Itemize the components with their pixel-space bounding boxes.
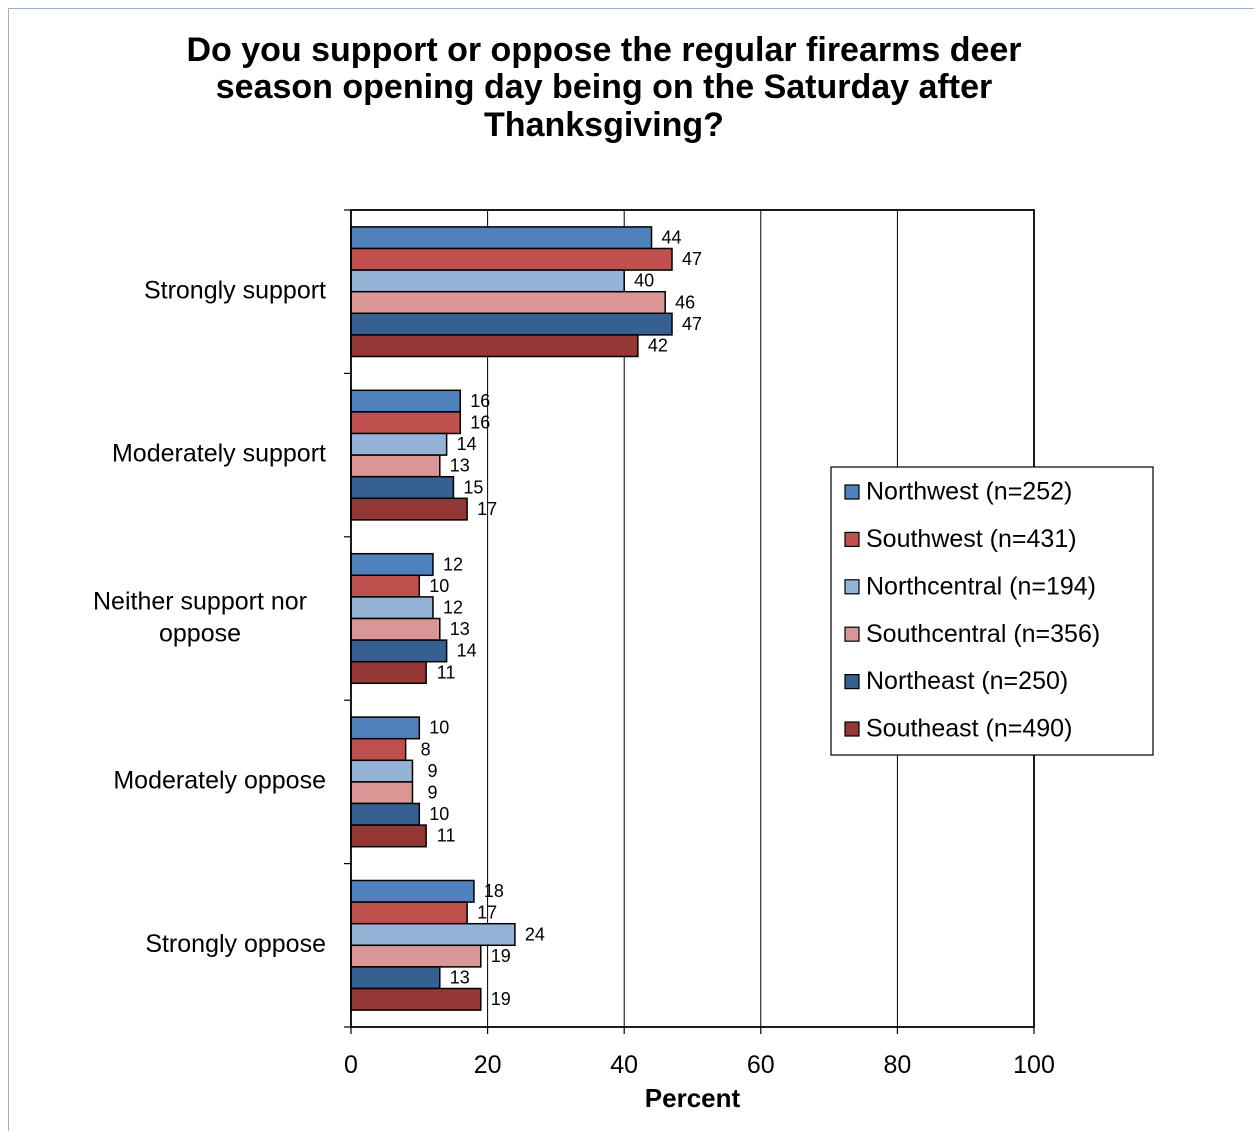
bar-0-4 [350,312,673,336]
legend-label-0: Northwest (n=252) [866,478,1072,506]
x-tick-label-3: 60 [747,1051,775,1079]
category-label-0: Strongly support [144,276,326,304]
bar-1-2 [350,432,448,456]
bar-0-5 [350,334,639,358]
data-label-2-1: 10 [429,576,449,596]
legend-label-5: Southeast (n=490) [866,715,1072,743]
data-label-2-5: 11 [437,662,456,682]
legend-label-2: Northcentral (n=194) [866,572,1096,600]
x-tick-label-4: 80 [883,1051,911,1079]
chart-frame [8,8,1254,1131]
bar-2-4 [350,639,448,663]
bar-1-4 [350,475,455,500]
bar-1-5 [350,497,468,521]
bar-4-3 [350,944,482,968]
legend-label-4: Northeast (n=250) [866,667,1068,695]
legend-swatch-1 [844,531,860,548]
data-label-3-4: 10 [429,804,449,824]
legend-swatch-5 [844,721,860,737]
bar-4-4 [350,966,441,990]
bar-2-1 [350,574,421,598]
data-label-3-0: 10 [429,718,449,738]
data-label-4-5: 19 [491,989,511,1009]
bar-0-3 [350,290,666,315]
data-label-1-2: 14 [457,434,477,454]
data-label-3-1: 8 [421,739,431,759]
bar-4-1 [350,901,468,925]
bar-3-1 [350,737,407,762]
data-label-1-4: 15 [463,477,483,497]
data-label-4-2: 24 [525,924,545,944]
legend-label-3: Southcentral (n=356) [866,620,1100,648]
data-label-2-4: 14 [457,641,477,661]
bar-2-3 [350,617,441,641]
data-label-4-1: 17 [477,903,497,923]
data-label-1-5: 17 [477,499,497,519]
data-label-1-0: 16 [470,391,490,411]
legend-swatch-0 [844,484,860,500]
bar-1-0 [350,389,462,413]
data-label-1-1: 16 [470,412,490,432]
x-axis-title: Percent [645,1083,741,1113]
data-label-4-0: 18 [484,881,504,901]
data-label-0-1: 47 [682,249,702,269]
data-label-2-0: 12 [443,554,463,574]
bar-0-0 [350,226,653,250]
bar-2-0 [350,552,434,577]
data-label-2-2: 12 [443,597,463,617]
bar-3-3 [350,781,414,805]
bar-3-5 [350,824,427,848]
bar-4-5 [350,987,482,1011]
category-label-4: Strongly oppose [145,930,326,958]
legend-swatch-4 [844,673,860,690]
data-label-0-2: 40 [634,271,654,291]
bar-3-0 [350,716,421,740]
chart-title: Do you support or oppose the regular fir… [186,31,1022,144]
legend-box [830,466,1154,756]
data-label-4-3: 19 [491,946,511,966]
data-label-0-3: 46 [675,292,695,312]
bar-2-5 [350,660,427,685]
data-label-0-0: 44 [662,227,682,247]
bar-3-2 [350,759,414,783]
category-label-3: Moderately oppose [113,767,326,795]
bar-4-0 [350,879,475,903]
x-tick-label-1: 20 [474,1051,502,1079]
bar-1-3 [350,454,441,478]
data-label-3-2: 9 [427,761,437,781]
legend-swatch-2 [844,579,860,595]
bar-0-2 [350,269,625,293]
x-tick-label-2: 40 [610,1051,638,1079]
x-tick-label-0: 0 [344,1051,358,1079]
bar-1-1 [350,411,462,435]
bar-2-2 [350,596,434,620]
category-label-1: Moderately support [112,440,326,468]
data-label-4-4: 13 [450,967,470,987]
bar-3-4 [350,802,421,826]
legend-swatch-3 [844,626,860,642]
data-label-3-3: 9 [427,782,437,802]
data-label-0-5: 42 [648,335,668,355]
data-label-3-5: 11 [437,826,456,846]
legend-label-1: Southwest (n=431) [866,525,1077,553]
data-label-2-3: 13 [450,619,470,639]
data-label-0-4: 47 [682,314,702,334]
category-label-2: Neither support nor oppose [93,587,307,647]
bar-4-2 [350,922,516,947]
x-tick-label-5: 100 [1013,1051,1055,1079]
data-label-1-3: 13 [450,456,470,476]
bar-0-1 [350,247,673,271]
